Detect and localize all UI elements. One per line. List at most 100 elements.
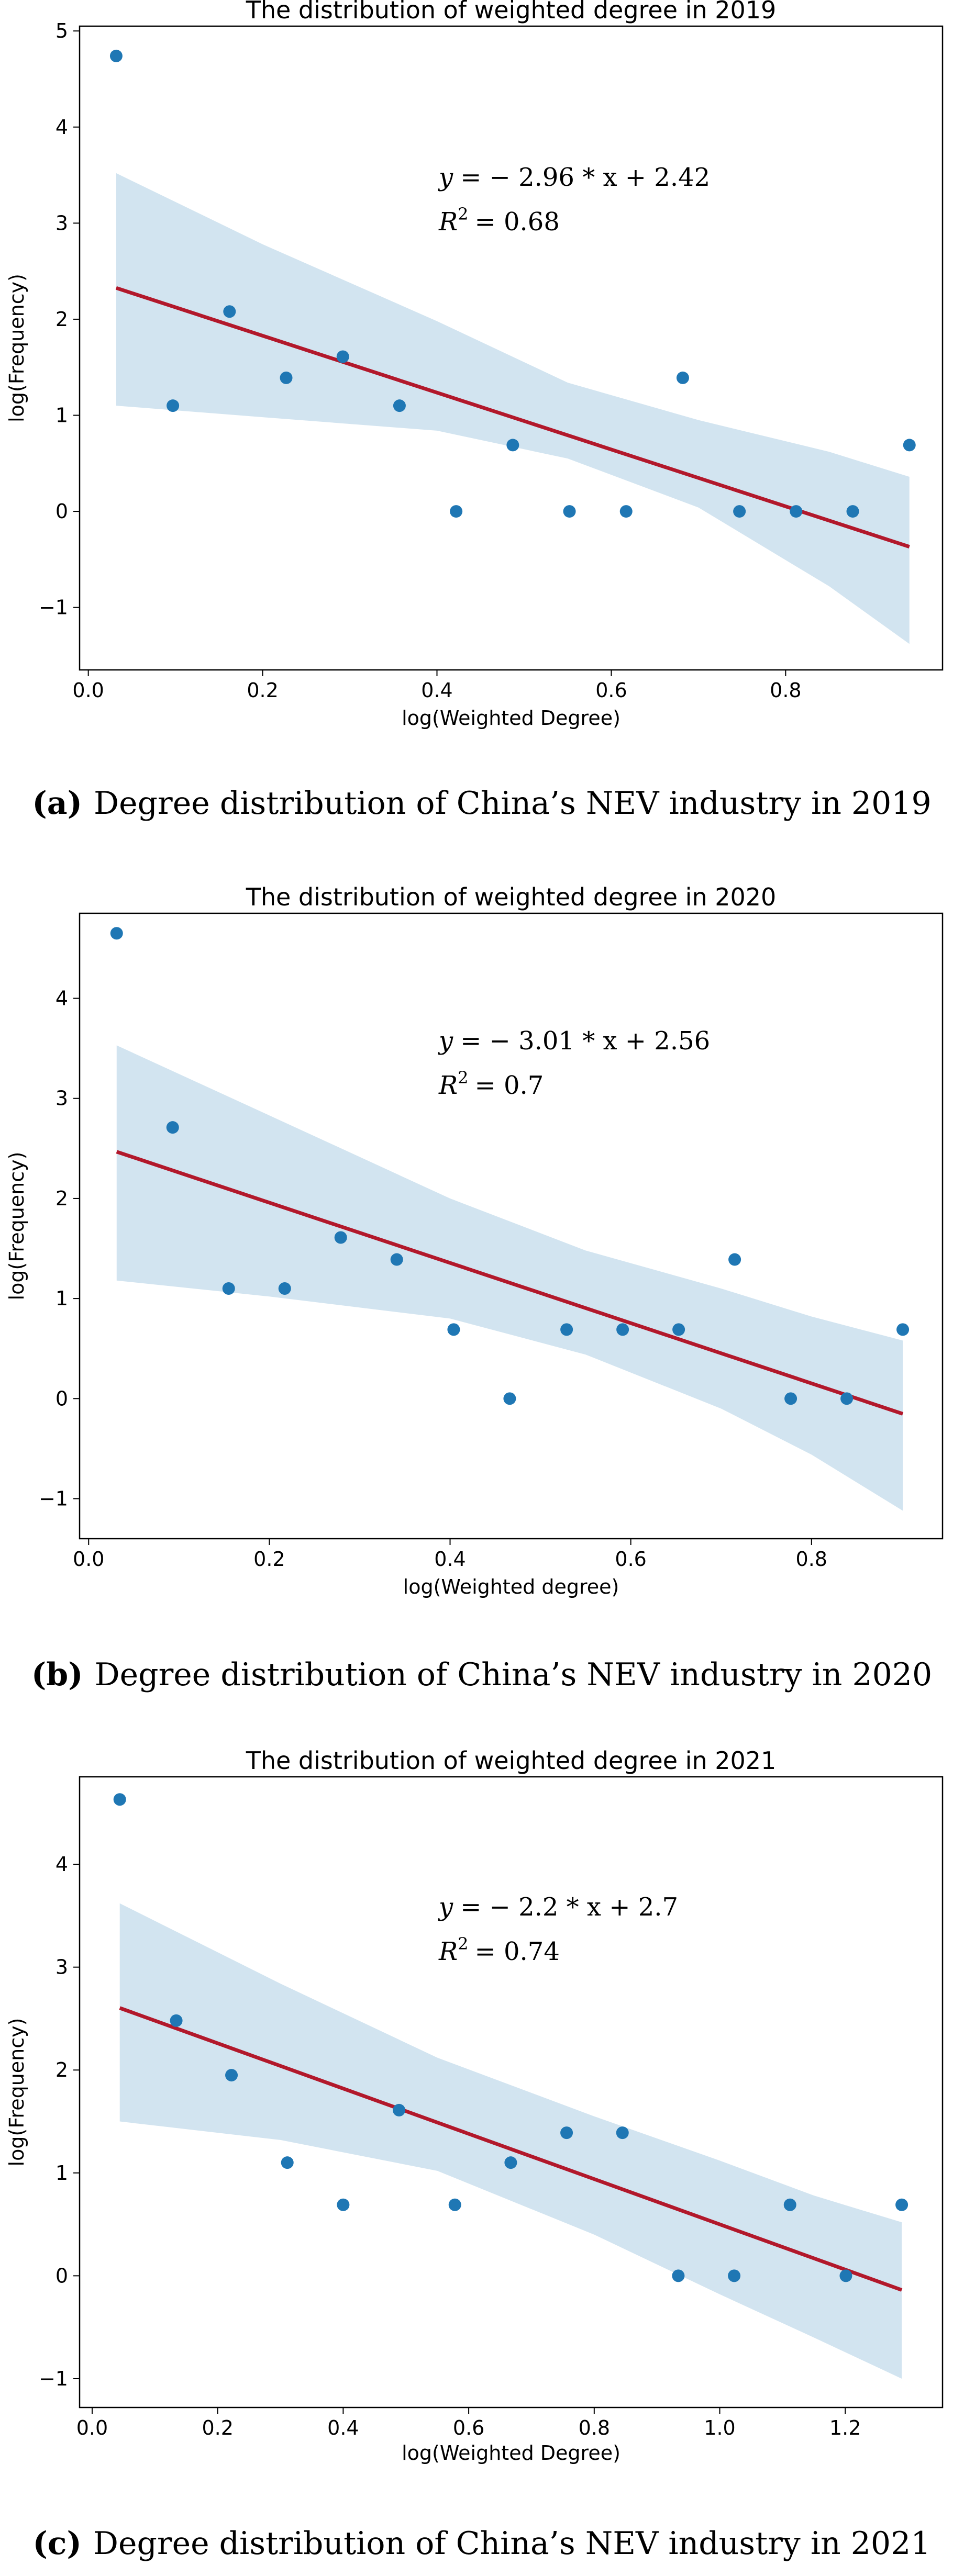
- caption-text: Degree distribution of China’s NEV indus…: [93, 2525, 931, 2562]
- r-squared-annotation: R2 = 0.68: [438, 204, 560, 237]
- plot-frame: [79, 1776, 944, 2409]
- x-tick-label: 1.0: [704, 2416, 735, 2439]
- y-tick-label: 0: [56, 1387, 68, 1410]
- x-tick-label: 0.0: [76, 2416, 108, 2439]
- regression-line: [115, 286, 910, 549]
- data-point: [223, 305, 236, 318]
- x-tick-label: 0.8: [579, 2416, 610, 2439]
- r-squared-value: = 0.7: [475, 1071, 544, 1100]
- caption-text: Degree distribution of China’s NEV indus…: [95, 1656, 933, 1693]
- data-point: [113, 1793, 126, 1806]
- x-tick-label: 0.0: [72, 679, 104, 702]
- data-point: [839, 2269, 852, 2282]
- data-point: [109, 49, 123, 62]
- regression-line: [116, 1150, 904, 1416]
- x-tick-label: 0.0: [73, 1548, 104, 1571]
- y-tick-label: −1: [39, 1487, 68, 1510]
- data-point: [281, 2156, 294, 2169]
- equation-annotation: y = − 2.96 * x + 2.42: [438, 163, 710, 192]
- r-squared-exponent: 2: [458, 204, 468, 224]
- data-point: [222, 1282, 235, 1295]
- data-point: [447, 1323, 460, 1336]
- data-point: [393, 399, 406, 412]
- x-tick-label: 0.4: [421, 679, 452, 702]
- chart-title: The distribution of weighted degree in 2…: [246, 883, 777, 911]
- chart-1: The distribution of weighted degree in 2…: [5, 0, 944, 822]
- y-tick-label: 1: [56, 2161, 68, 2185]
- r-squared-symbol: R: [438, 207, 458, 237]
- data-point: [790, 505, 803, 518]
- y-tick-label: 0: [56, 2264, 68, 2287]
- y-tick-label: 3: [56, 1087, 68, 1110]
- data-point: [728, 2269, 741, 2282]
- data-point: [280, 371, 293, 384]
- y-axis-label: log(Frequency): [5, 1152, 28, 1301]
- y-tick-label: 0: [56, 500, 68, 523]
- confidence-band: [116, 173, 910, 644]
- x-tick-label: 0.2: [247, 679, 278, 702]
- caption-label: (a): [32, 785, 82, 822]
- data-point: [728, 1253, 741, 1266]
- y-tick-label: 3: [56, 211, 68, 234]
- x-axis-label: log(Weighted degree): [403, 1575, 619, 1598]
- chart-3: The distribution of weighted degree in 2…: [5, 1746, 944, 2562]
- equation-annotation: y = − 3.01 * x + 2.56: [438, 1026, 710, 1056]
- caption-text: Degree distribution of China’s NEV indus…: [94, 785, 932, 822]
- figure-caption: (b) Degree distribution of China’s NEV in…: [31, 1656, 932, 1693]
- plot-frame: [79, 912, 944, 1540]
- r-squared-value: = 0.74: [475, 1937, 560, 1966]
- equation-rhs: = − 2.96 * x + 2.42: [460, 163, 710, 192]
- data-point: [390, 1253, 403, 1266]
- data-point: [619, 505, 633, 518]
- data-point: [393, 2103, 406, 2116]
- r-squared-exponent: 2: [458, 1068, 468, 1088]
- x-tick-label: 0.8: [796, 1548, 827, 1571]
- y-tick-label: 4: [56, 116, 68, 139]
- data-point: [225, 2069, 238, 2082]
- equation-lhs: y: [438, 1026, 453, 1056]
- data-point: [784, 1392, 797, 1405]
- y-tick-label: 2: [56, 1187, 68, 1210]
- data-point: [783, 2198, 796, 2211]
- x-tick-label: 0.2: [202, 2416, 233, 2439]
- data-point: [560, 1323, 573, 1336]
- data-point: [334, 1231, 347, 1244]
- y-tick-label: −1: [39, 2367, 68, 2390]
- y-tick-label: 3: [56, 1956, 68, 1979]
- x-axis-label: log(Weighted Degree): [402, 2441, 620, 2465]
- confidence-band: [119, 1903, 902, 2379]
- confidence-band: [116, 1045, 903, 1511]
- data-point: [166, 1121, 179, 1134]
- chart-2: The distribution of weighted degree in 2…: [5, 883, 944, 1693]
- chart-title: The distribution of weighted degree in 2…: [246, 1746, 777, 1775]
- figure-caption: (a) Degree distribution of China’s NEV in…: [32, 785, 931, 822]
- data-point: [336, 350, 349, 363]
- data-point: [616, 2126, 629, 2140]
- equation-annotation: y = − 2.2 * x + 2.7: [438, 1892, 678, 1922]
- r-squared-symbol: R: [438, 1937, 458, 1966]
- chart-title: The distribution of weighted degree in 2…: [246, 0, 777, 24]
- y-tick-label: −1: [39, 596, 68, 619]
- data-point: [733, 505, 746, 518]
- data-point: [846, 505, 859, 518]
- y-tick-label: 4: [56, 987, 68, 1010]
- data-point: [504, 2156, 517, 2169]
- r-squared-annotation: R2 = 0.74: [438, 1934, 560, 1966]
- r-squared-value: = 0.68: [475, 207, 560, 237]
- data-point: [616, 1323, 629, 1336]
- data-point: [337, 2198, 350, 2211]
- r-squared-symbol: R: [438, 1071, 458, 1100]
- data-point: [448, 2198, 461, 2211]
- y-tick-label: 4: [56, 1853, 68, 1876]
- y-tick-label: 2: [56, 2058, 68, 2081]
- x-tick-label: 0.6: [453, 2416, 484, 2439]
- data-point: [167, 399, 180, 412]
- y-tick-label: 1: [56, 404, 68, 427]
- data-point: [503, 1392, 516, 1405]
- y-tick-label: 5: [56, 19, 68, 42]
- x-tick-label: 0.8: [770, 679, 801, 702]
- x-tick-label: 0.6: [595, 679, 627, 702]
- equation-rhs: = − 2.2 * x + 2.7: [460, 1892, 678, 1922]
- data-point: [676, 371, 689, 384]
